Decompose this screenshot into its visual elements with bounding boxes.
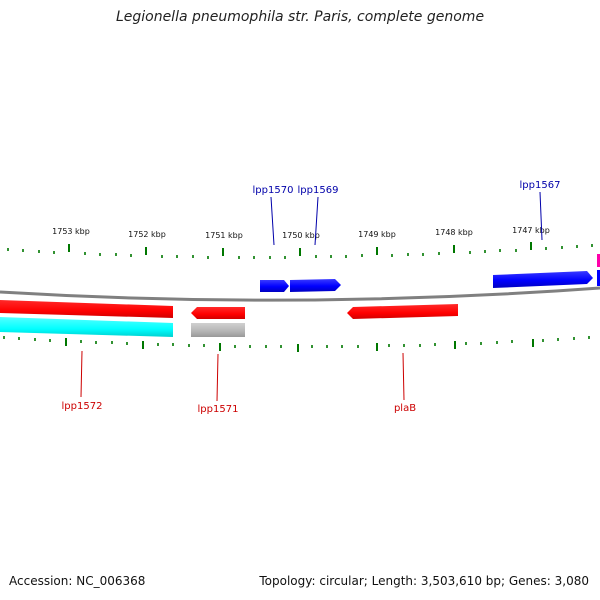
- inner-minor-ticks: [3, 336, 590, 348]
- accession-text: Accession: NC_006368: [9, 574, 146, 588]
- inner-major-ticks: [65, 338, 534, 352]
- gene-lpp1570-arrow[interactable]: [260, 280, 289, 292]
- leader-lpp1572: [80, 350, 83, 398]
- reverse-strand-genes: [0, 300, 458, 337]
- map-title: Legionella pneumophila str. Paris, compl…: [115, 9, 485, 25]
- outer-minor-ticks: [7, 244, 593, 259]
- gene-lpp1572-arrow[interactable]: [0, 300, 173, 318]
- inner-tick-ring: [3, 336, 590, 352]
- leader-lpp1571: [216, 353, 219, 402]
- gene-label-lpp1567[interactable]: lpp1567: [520, 180, 561, 191]
- other-feature-bar[interactable]: [0, 317, 173, 337]
- leader-plab: [402, 352, 405, 401]
- scale-label-1750kbp: 1750 kbp: [282, 231, 320, 240]
- leader-lpp1567: [539, 191, 543, 241]
- gene-label-lpp1570[interactable]: lpp1570: [253, 185, 294, 196]
- scale-label-1751kbp: 1751 kbp: [205, 231, 243, 240]
- genome-backbone: [0, 286, 600, 302]
- gene-lpp1571-arrow[interactable]: [191, 307, 245, 319]
- forward-strand-genes: [260, 254, 600, 292]
- gene-plab-arrow[interactable]: [347, 304, 458, 319]
- leader-lpp1569: [314, 196, 319, 246]
- gene-label-lpp1571[interactable]: lpp1571: [198, 404, 239, 415]
- leader-lpp1570: [270, 196, 275, 246]
- scale-label-1752kbp: 1752 kbp: [128, 230, 166, 239]
- gene-label-lpp1572[interactable]: lpp1572: [62, 401, 103, 412]
- scale-label-1747kbp: 1747 kbp: [512, 226, 550, 235]
- scale-label-1749kbp: 1749 kbp: [358, 230, 396, 239]
- outer-major-ticks: [68, 242, 532, 256]
- gene-label-plab[interactable]: plaB: [394, 403, 416, 414]
- scale-label-1748kbp: 1748 kbp: [435, 228, 473, 237]
- scale-labels: 1753 kbp 1752 kbp 1751 kbp 1750 kbp 1749…: [52, 226, 550, 240]
- misc-feature-marker[interactable]: [597, 254, 600, 267]
- gene-labels: lpp1570 lpp1569 lpp1567 lpp1572 lpp1571 …: [62, 180, 561, 415]
- scale-label-1753kbp: 1753 kbp: [52, 227, 90, 236]
- label-leaders: [80, 191, 543, 402]
- gene-lpp1567-arrow[interactable]: [493, 271, 593, 288]
- gene-lpp1569-arrow[interactable]: [290, 279, 341, 292]
- edge-feature-marker[interactable]: [597, 270, 600, 286]
- pseudo-feature-bar[interactable]: [191, 323, 245, 337]
- outer-tick-ring: [7, 242, 593, 259]
- genome-summary-text: Topology: circular; Length: 3,503,610 bp…: [259, 574, 589, 588]
- gene-label-lpp1569[interactable]: lpp1569: [298, 185, 339, 196]
